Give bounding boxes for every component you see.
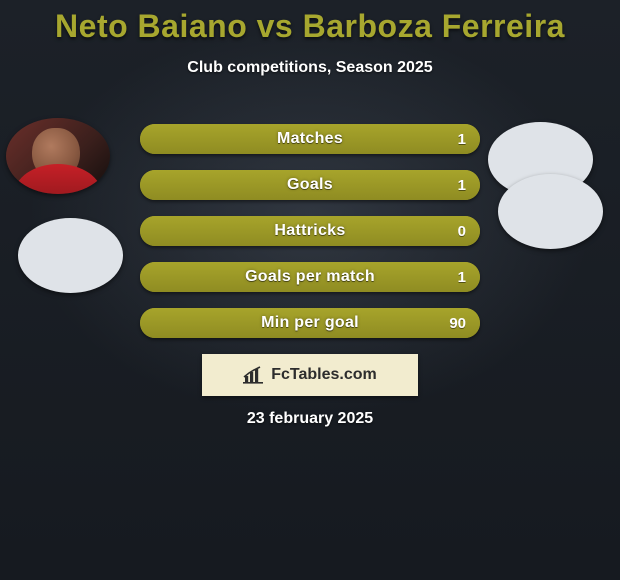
stat-bar-row: Min per goal90 (140, 308, 480, 338)
watermark-text: FcTables.com (271, 366, 377, 384)
stat-bar-value: 0 (458, 216, 466, 246)
stat-bar-label: Min per goal (140, 308, 480, 338)
stat-bar-row: Goals1 (140, 170, 480, 200)
stat-bar-row: Matches1 (140, 124, 480, 154)
player-left-avatar-placeholder (18, 218, 123, 293)
stat-bar-value: 90 (449, 308, 466, 338)
fctables-watermark: FcTables.com (202, 354, 418, 396)
stat-bar-label: Hattricks (140, 216, 480, 246)
stat-bar-label: Matches (140, 124, 480, 154)
player-right-avatar-placeholder-2 (498, 174, 603, 249)
bar-chart-icon (243, 366, 265, 384)
season-subtitle: Club competitions, Season 2025 (0, 59, 620, 77)
player-left-avatar (6, 118, 110, 194)
stat-bar-row: Hattricks0 (140, 216, 480, 246)
stat-bar-label: Goals per match (140, 262, 480, 292)
stat-bar-value: 1 (458, 124, 466, 154)
stat-bar-row: Goals per match1 (140, 262, 480, 292)
stat-bar-label: Goals (140, 170, 480, 200)
snapshot-date: 23 february 2025 (0, 410, 620, 428)
stat-bar-value: 1 (458, 262, 466, 292)
stat-bar-value: 1 (458, 170, 466, 200)
stat-bars: Matches1Goals1Hattricks0Goals per match1… (140, 124, 480, 354)
page-title: Neto Baiano vs Barboza Ferreira (0, 0, 620, 45)
